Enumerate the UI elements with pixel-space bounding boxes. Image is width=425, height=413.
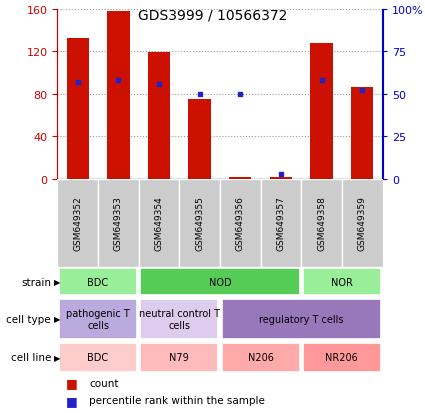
- Bar: [261, 179, 301, 267]
- Bar: [188, 100, 211, 179]
- Bar: [148, 53, 170, 179]
- Text: cell line: cell line: [11, 353, 51, 363]
- Text: ■: ■: [66, 394, 78, 407]
- Text: N206: N206: [248, 353, 274, 363]
- Text: count: count: [89, 378, 119, 388]
- Text: neutral control T
cells: neutral control T cells: [139, 309, 220, 330]
- Text: NOR: NOR: [331, 277, 353, 287]
- Bar: [139, 179, 179, 267]
- Bar: [303, 269, 381, 296]
- Text: NOD: NOD: [209, 277, 231, 287]
- Text: GSM649359: GSM649359: [358, 196, 367, 251]
- Text: GSM649357: GSM649357: [276, 196, 286, 251]
- Text: BDC: BDC: [88, 353, 108, 363]
- Bar: [303, 343, 381, 372]
- Bar: [351, 88, 373, 179]
- Text: ▶: ▶: [54, 278, 60, 287]
- Bar: [221, 299, 381, 339]
- Bar: [179, 179, 220, 267]
- Text: percentile rank within the sample: percentile rank within the sample: [89, 395, 265, 405]
- Text: regulatory T cells: regulatory T cells: [259, 314, 343, 324]
- Bar: [107, 12, 130, 179]
- Bar: [59, 269, 137, 296]
- Text: GSM649353: GSM649353: [114, 196, 123, 251]
- Bar: [140, 343, 218, 372]
- Bar: [342, 179, 383, 267]
- Text: strain: strain: [21, 277, 51, 287]
- Bar: [57, 179, 98, 267]
- Bar: [59, 299, 137, 339]
- Text: NR206: NR206: [326, 353, 358, 363]
- Text: pathogenic T
cells: pathogenic T cells: [66, 309, 130, 330]
- Text: BDC: BDC: [88, 277, 108, 287]
- Text: GSM649355: GSM649355: [195, 196, 204, 251]
- Text: GDS3999 / 10566372: GDS3999 / 10566372: [138, 9, 287, 23]
- Text: GSM649352: GSM649352: [73, 196, 82, 251]
- Bar: [301, 179, 342, 267]
- Bar: [140, 269, 300, 296]
- Text: GSM649358: GSM649358: [317, 196, 326, 251]
- Text: GSM649356: GSM649356: [236, 196, 245, 251]
- Bar: [221, 343, 300, 372]
- Text: ■: ■: [66, 376, 78, 389]
- Bar: [140, 299, 218, 339]
- Bar: [310, 44, 333, 179]
- Bar: [59, 343, 137, 372]
- Text: GSM649354: GSM649354: [154, 196, 164, 251]
- Bar: [98, 179, 139, 267]
- Bar: [67, 38, 89, 179]
- Text: N79: N79: [170, 353, 189, 363]
- Text: ▶: ▶: [54, 315, 60, 323]
- Bar: [229, 177, 252, 179]
- Text: cell type: cell type: [6, 314, 51, 324]
- Bar: [270, 177, 292, 179]
- Text: ▶: ▶: [54, 353, 60, 362]
- Bar: [220, 179, 261, 267]
